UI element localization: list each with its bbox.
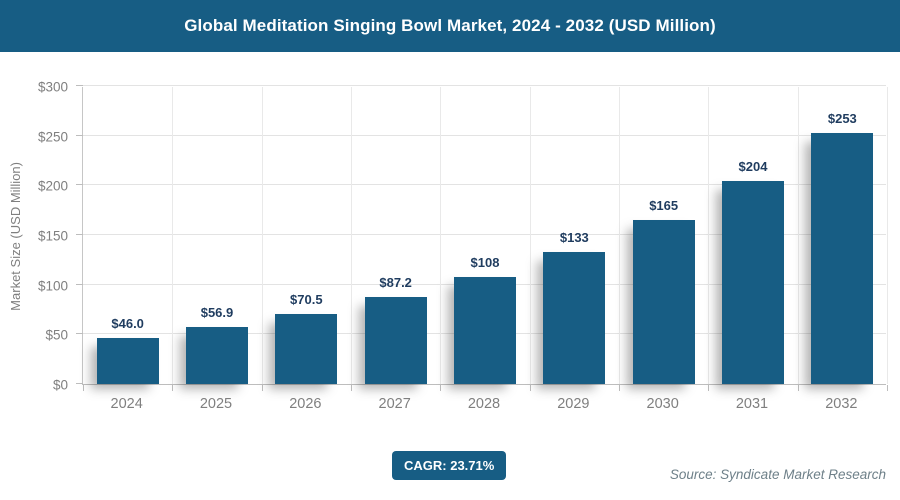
x-axis-tick xyxy=(619,385,620,391)
gridline-horizontal xyxy=(83,134,886,136)
y-axis-tick xyxy=(76,85,83,86)
bar-2026 xyxy=(275,313,338,384)
gridline-vertical xyxy=(797,87,799,384)
x-axis-tick xyxy=(440,385,442,391)
bar-value-label: $253 xyxy=(827,110,857,126)
gridline-vertical xyxy=(261,87,263,384)
bar-value-label: $70.5 xyxy=(290,291,323,307)
bar-value-label: $204 xyxy=(738,159,768,175)
bar-2025 xyxy=(186,327,248,384)
bar-value-label: $56.9 xyxy=(200,305,234,321)
gridline-vertical xyxy=(440,87,442,384)
bar-value-label: $108 xyxy=(470,254,500,270)
gridline-vertical xyxy=(887,87,888,384)
plot-area: $46.0 $56.9 $70.5 $87.2 $108 $133 $165 $204 $253 xyxy=(76,85,888,391)
bar-2032 xyxy=(811,132,874,384)
x-tick-label: 2030 xyxy=(646,396,679,412)
gridline-vertical xyxy=(172,87,174,384)
y-axis-tick xyxy=(76,383,83,384)
x-tick-label: 2032 xyxy=(825,396,858,412)
x-axis-tick xyxy=(172,385,174,391)
chart-title: Global Meditation Singing Bowl Market, 2… xyxy=(184,16,716,35)
y-tick-label: $0 xyxy=(52,377,68,393)
y-tick-label: $100 xyxy=(37,278,68,294)
bar-2031 xyxy=(722,181,784,384)
bar-value-label: $133 xyxy=(559,229,589,245)
y-axis-tick xyxy=(76,283,83,285)
y-tick-label: $200 xyxy=(37,178,68,194)
gridline-horizontal xyxy=(83,85,886,86)
source-attribution: Source: Syndicate Market Research xyxy=(669,467,886,482)
bar-2030 xyxy=(632,220,695,384)
y-tick-label: $300 xyxy=(37,79,68,95)
x-axis-tick xyxy=(529,385,531,391)
x-tick-label: 2029 xyxy=(557,396,590,412)
bar-value-label: $165 xyxy=(649,198,679,214)
gridline-horizontal xyxy=(83,184,886,186)
gridline-vertical xyxy=(529,87,531,384)
x-tick-label: 2031 xyxy=(735,396,769,412)
x-axis-tick xyxy=(351,385,352,391)
y-tick-label: $50 xyxy=(45,327,68,343)
y-tick-label: $150 xyxy=(37,228,68,244)
bar-value-label: $87.2 xyxy=(379,275,412,291)
x-tick-label: 2024 xyxy=(110,396,143,412)
bar-2029 xyxy=(543,251,606,384)
x-axis-tick xyxy=(261,385,263,391)
x-axis-tick xyxy=(83,385,84,391)
y-axis-tick xyxy=(76,184,83,186)
cagr-badge: CAGR: 23.71% xyxy=(392,451,507,480)
x-tick-label: 2027 xyxy=(378,396,411,412)
bar-value-label: $46.0 xyxy=(111,316,144,332)
gridline-vertical xyxy=(708,87,710,384)
bar-2027 xyxy=(364,297,427,384)
x-axis-tick xyxy=(887,385,888,391)
x-axis-tick xyxy=(708,385,710,391)
x-axis-tick-labels: 2024 2025 2026 2027 2028 2029 2030 2031 2032 xyxy=(82,386,886,414)
gridline-vertical xyxy=(619,87,620,384)
y-axis-tick-labels: $0 $50 $100 $150 $200 $250 $300 xyxy=(0,80,74,393)
gridline-horizontal xyxy=(83,234,886,235)
x-tick-label: 2025 xyxy=(199,396,233,412)
y-axis-tick xyxy=(76,333,83,335)
bar-2028 xyxy=(454,276,516,384)
bar-2024 xyxy=(96,338,159,384)
x-tick-label: 2026 xyxy=(289,396,322,412)
chart-title-bar: Global Meditation Singing Bowl Market, 2… xyxy=(0,0,900,52)
x-tick-label: 2028 xyxy=(467,396,501,412)
y-axis-tick xyxy=(76,234,83,235)
x-axis-tick xyxy=(797,385,799,391)
gridline-vertical xyxy=(351,87,352,384)
y-axis-tick xyxy=(76,134,83,136)
y-tick-label: $250 xyxy=(37,129,68,145)
